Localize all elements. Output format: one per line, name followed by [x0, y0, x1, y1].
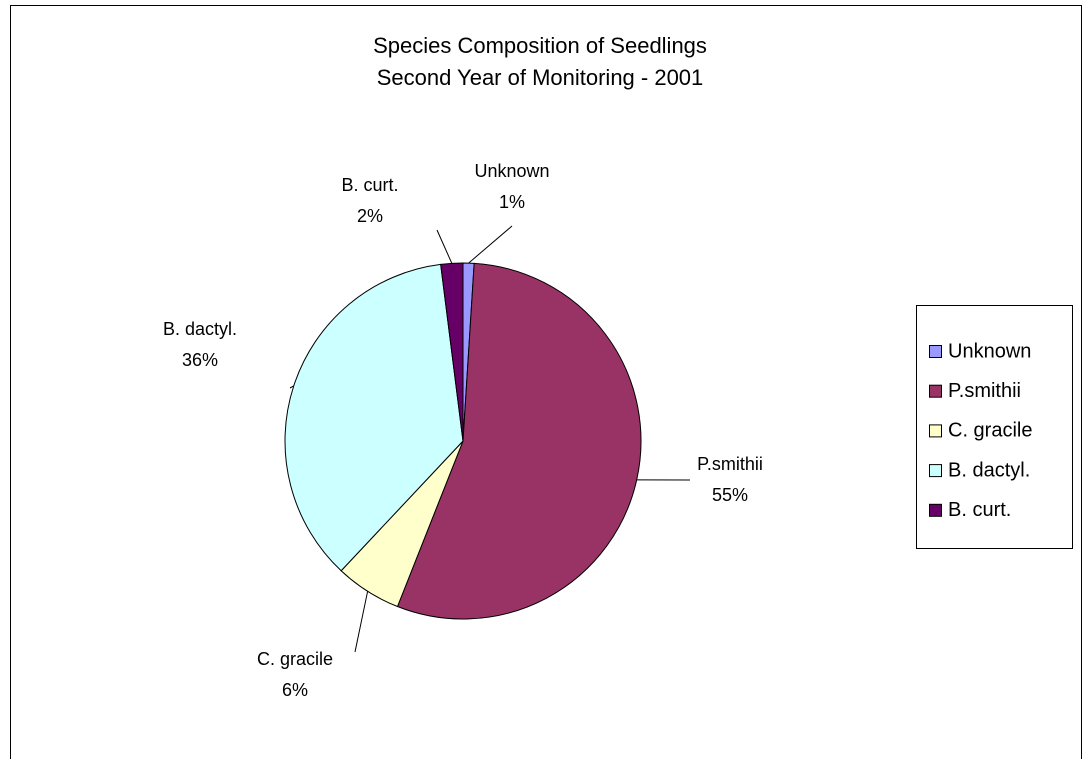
data-label-value: 1% — [499, 192, 525, 212]
leader-line — [436, 229, 453, 264]
data-label-name: C. gracile — [257, 649, 333, 669]
data-label-name: Unknown — [474, 161, 549, 181]
chart-subtitle: Second Year of Monitoring - 2001 — [377, 65, 704, 90]
data-label-value: 6% — [282, 680, 308, 700]
data-label-value: 55% — [712, 485, 748, 505]
legend-label: C. gracile — [948, 420, 1032, 442]
legend-swatch — [929, 424, 942, 438]
data-label-value: 36% — [182, 350, 218, 370]
pie-slice — [284, 263, 464, 572]
legend-label: P.smithii — [948, 380, 1021, 402]
pie-slice — [440, 262, 464, 442]
data-label-name: B. dactyl. — [163, 319, 237, 339]
chart-title: Species Composition of Seedlings — [373, 33, 707, 58]
leader-line — [354, 591, 369, 653]
data-label-name: B. curt. — [341, 175, 398, 195]
legend — [916, 305, 1073, 549]
legend-swatch — [929, 345, 942, 358]
chart-frame — [10, 5, 1082, 759]
leader-line — [468, 225, 513, 264]
data-label-value: 2% — [357, 206, 383, 226]
data-label-name: P.smithii — [697, 454, 763, 474]
legend-swatch — [929, 503, 942, 517]
legend-swatch — [929, 384, 942, 398]
legend-label: B. curt. — [948, 499, 1011, 521]
leader-line — [289, 385, 294, 389]
legend-label: B. dactyl. — [948, 459, 1030, 481]
legend-swatch — [929, 464, 942, 478]
legend-label: Unknown — [948, 340, 1031, 362]
